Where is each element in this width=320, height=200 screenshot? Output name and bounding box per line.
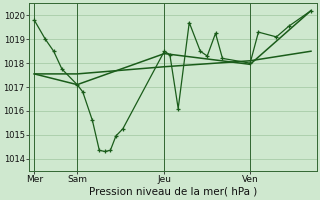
X-axis label: Pression niveau de la mer( hPa ): Pression niveau de la mer( hPa ) [89, 187, 257, 197]
